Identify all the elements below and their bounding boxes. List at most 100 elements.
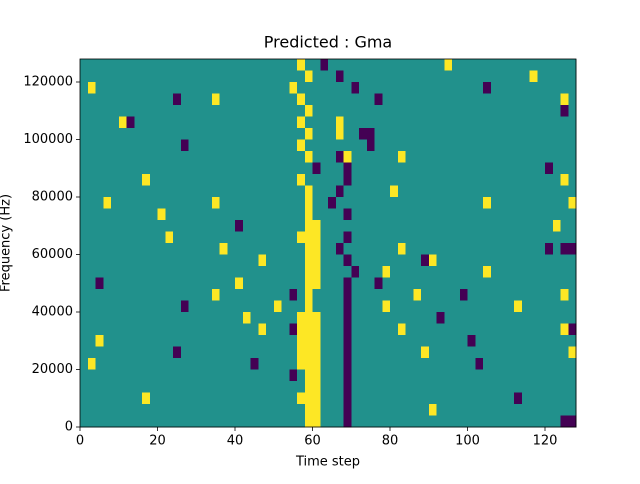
cell — [459, 312, 468, 324]
cell — [80, 162, 89, 175]
cell — [366, 82, 375, 94]
cell — [506, 289, 515, 301]
cell — [266, 220, 275, 232]
cell — [103, 392, 112, 405]
cell — [281, 289, 290, 301]
cell — [227, 70, 236, 83]
cell — [142, 254, 151, 267]
cell — [281, 197, 290, 209]
cell — [490, 105, 499, 117]
cell — [235, 220, 244, 232]
cell — [506, 197, 515, 209]
cell — [219, 277, 228, 290]
cell — [506, 93, 515, 106]
cell — [568, 323, 577, 336]
cell — [459, 116, 468, 129]
cell — [421, 70, 430, 83]
cell — [173, 151, 182, 163]
cell — [560, 404, 569, 416]
cell — [529, 128, 538, 140]
cell — [537, 312, 546, 324]
cell — [157, 289, 166, 301]
cell — [297, 197, 306, 209]
cell — [413, 335, 422, 347]
cell — [320, 369, 329, 382]
cell — [219, 392, 228, 405]
cell — [87, 151, 96, 163]
cell — [359, 381, 368, 393]
cell — [568, 266, 577, 278]
cell — [258, 70, 267, 83]
cell — [498, 231, 507, 244]
cell — [188, 116, 197, 129]
cell — [165, 59, 174, 71]
cell — [149, 116, 158, 129]
cell — [498, 208, 507, 221]
cell — [211, 162, 220, 175]
cell — [335, 197, 344, 209]
cell — [521, 312, 530, 324]
cell — [498, 128, 507, 140]
cell — [335, 82, 344, 94]
cell — [421, 197, 430, 209]
cell — [142, 82, 151, 94]
cell — [568, 151, 577, 163]
cell — [483, 277, 492, 290]
cell — [134, 277, 143, 290]
cell — [475, 323, 484, 336]
cell — [80, 312, 89, 324]
cell — [297, 277, 306, 290]
x-axis-label: Time step — [295, 455, 360, 470]
cell — [498, 358, 507, 370]
cell — [560, 220, 569, 232]
cell — [211, 105, 220, 117]
cell — [343, 70, 352, 83]
cell — [157, 358, 166, 370]
cell — [165, 70, 174, 83]
cell — [397, 105, 406, 117]
cell — [421, 208, 430, 221]
cell — [250, 277, 259, 290]
cell — [421, 243, 430, 255]
cell — [266, 162, 275, 175]
cell — [204, 415, 213, 428]
cell — [157, 323, 166, 336]
cell — [188, 82, 197, 94]
cell — [242, 289, 251, 301]
cell — [103, 300, 112, 313]
cell — [142, 185, 151, 198]
cell — [483, 139, 492, 152]
cell — [397, 197, 406, 209]
cell — [149, 277, 158, 290]
cell — [552, 277, 561, 290]
cell — [118, 404, 127, 416]
cell — [537, 404, 546, 416]
cell — [568, 220, 577, 232]
cell — [382, 197, 391, 209]
cell — [467, 243, 476, 255]
cell — [390, 312, 399, 324]
cell — [397, 266, 406, 278]
cell — [444, 392, 453, 405]
cell — [266, 197, 275, 209]
cell — [483, 404, 492, 416]
cell — [126, 220, 135, 232]
cell — [180, 185, 189, 198]
cell — [428, 335, 437, 347]
cell — [537, 300, 546, 313]
cell — [297, 323, 306, 336]
cell — [444, 381, 453, 393]
cell — [157, 128, 166, 140]
cell — [343, 162, 352, 175]
cell — [475, 300, 484, 313]
cell — [126, 335, 135, 347]
cell — [545, 289, 554, 301]
cell — [552, 392, 561, 405]
cell — [219, 358, 228, 370]
cell — [514, 231, 523, 244]
cell — [173, 82, 182, 94]
cell — [211, 59, 220, 71]
cell — [180, 369, 189, 382]
cell — [111, 220, 120, 232]
cell — [204, 151, 213, 163]
